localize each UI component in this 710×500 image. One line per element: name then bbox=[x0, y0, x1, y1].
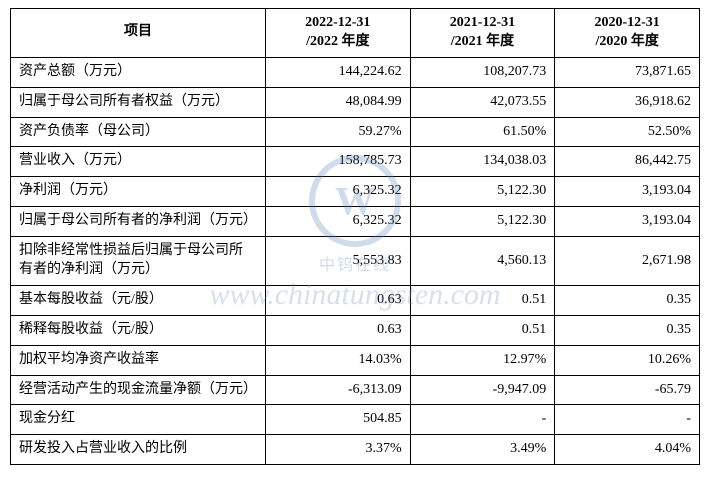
header-year-2022: 2022-12-31/2022 年度 bbox=[265, 9, 410, 58]
row-item-label: 基本每股收益（元/股） bbox=[11, 285, 266, 315]
row-value: 3,193.04 bbox=[555, 177, 700, 207]
row-value: 5,553.83 bbox=[265, 237, 410, 286]
row-value: 6,325.32 bbox=[265, 207, 410, 237]
row-value: 59.27% bbox=[265, 117, 410, 147]
row-value: 14.03% bbox=[265, 345, 410, 375]
row-item-label: 研发投入占营业收入的比例 bbox=[11, 435, 266, 465]
row-value: 12.97% bbox=[410, 345, 555, 375]
row-item-label: 加权平均净资产收益率 bbox=[11, 345, 266, 375]
row-item-label: 归属于母公司所有者权益（万元） bbox=[11, 87, 266, 117]
row-item-label: 稀释每股收益（元/股） bbox=[11, 315, 266, 345]
table-row: 资产负债率（母公司）59.27%61.50%52.50% bbox=[11, 117, 700, 147]
row-value: 86,442.75 bbox=[555, 147, 700, 177]
row-value: 0.35 bbox=[555, 315, 700, 345]
row-value: 144,224.62 bbox=[265, 57, 410, 87]
row-value: 5,122.30 bbox=[410, 177, 555, 207]
table-body: 资产总额（万元）144,224.62108,207.7373,871.65归属于… bbox=[11, 57, 700, 464]
row-value: 52.50% bbox=[555, 117, 700, 147]
table-row: 归属于母公司所有者的净利润（万元）6,325.325,122.303,193.0… bbox=[11, 207, 700, 237]
row-item-label: 资产总额（万元） bbox=[11, 57, 266, 87]
row-item-label: 归属于母公司所有者的净利润（万元） bbox=[11, 207, 266, 237]
header-year-2020: 2020-12-31/2020 年度 bbox=[555, 9, 700, 58]
table-row: 扣除非经常性损益后归属于母公司所有者的净利润（万元）5,553.834,560.… bbox=[11, 237, 700, 286]
row-value: 0.63 bbox=[265, 285, 410, 315]
row-value: - bbox=[555, 405, 700, 435]
row-value: 134,038.03 bbox=[410, 147, 555, 177]
table-row: 基本每股收益（元/股）0.630.510.35 bbox=[11, 285, 700, 315]
row-item-label: 净利润（万元） bbox=[11, 177, 266, 207]
row-item-label: 扣除非经常性损益后归属于母公司所有者的净利润（万元） bbox=[11, 237, 266, 286]
table-row: 稀释每股收益（元/股）0.630.510.35 bbox=[11, 315, 700, 345]
row-item-label: 营业收入（万元） bbox=[11, 147, 266, 177]
row-item-label: 现金分红 bbox=[11, 405, 266, 435]
header-item: 项目 bbox=[11, 9, 266, 58]
row-value: 2,671.98 bbox=[555, 237, 700, 286]
row-value: -9,947.09 bbox=[410, 375, 555, 405]
row-value: 3.37% bbox=[265, 435, 410, 465]
row-value: 0.35 bbox=[555, 285, 700, 315]
table-row: 研发投入占营业收入的比例3.37%3.49%4.04% bbox=[11, 435, 700, 465]
row-value: -65.79 bbox=[555, 375, 700, 405]
row-value: 6,325.32 bbox=[265, 177, 410, 207]
row-value: 10.26% bbox=[555, 345, 700, 375]
row-item-label: 经营活动产生的现金流量净额（万元） bbox=[11, 375, 266, 405]
row-value: 3,193.04 bbox=[555, 207, 700, 237]
row-value: 3.49% bbox=[410, 435, 555, 465]
table-row: 净利润（万元）6,325.325,122.303,193.04 bbox=[11, 177, 700, 207]
header-year-2021: 2021-12-31/2021 年度 bbox=[410, 9, 555, 58]
row-value: -6,313.09 bbox=[265, 375, 410, 405]
row-value: 73,871.65 bbox=[555, 57, 700, 87]
row-value: 0.51 bbox=[410, 315, 555, 345]
table-row: 现金分红504.85-- bbox=[11, 405, 700, 435]
table-row: 归属于母公司所有者权益（万元）48,084.9942,073.5536,918.… bbox=[11, 87, 700, 117]
row-value: 504.85 bbox=[265, 405, 410, 435]
table-header-row: 项目 2022-12-31/2022 年度 2021-12-31/2021 年度… bbox=[11, 9, 700, 58]
table-row: 营业收入（万元）158,785.73134,038.0386,442.75 bbox=[11, 147, 700, 177]
row-value: 61.50% bbox=[410, 117, 555, 147]
row-value: 48,084.99 bbox=[265, 87, 410, 117]
row-value: 42,073.55 bbox=[410, 87, 555, 117]
row-value: 4.04% bbox=[555, 435, 700, 465]
table-row: 加权平均净资产收益率14.03%12.97%10.26% bbox=[11, 345, 700, 375]
table-row: 经营活动产生的现金流量净额（万元）-6,313.09-9,947.09-65.7… bbox=[11, 375, 700, 405]
row-value: - bbox=[410, 405, 555, 435]
row-value: 4,560.13 bbox=[410, 237, 555, 286]
row-value: 0.63 bbox=[265, 315, 410, 345]
financial-table: 项目 2022-12-31/2022 年度 2021-12-31/2021 年度… bbox=[10, 8, 700, 465]
row-value: 108,207.73 bbox=[410, 57, 555, 87]
row-value: 5,122.30 bbox=[410, 207, 555, 237]
row-value: 36,918.62 bbox=[555, 87, 700, 117]
row-item-label: 资产负债率（母公司） bbox=[11, 117, 266, 147]
table-row: 资产总额（万元）144,224.62108,207.7373,871.65 bbox=[11, 57, 700, 87]
financial-table-container: 项目 2022-12-31/2022 年度 2021-12-31/2021 年度… bbox=[0, 0, 710, 473]
row-value: 0.51 bbox=[410, 285, 555, 315]
row-value: 158,785.73 bbox=[265, 147, 410, 177]
